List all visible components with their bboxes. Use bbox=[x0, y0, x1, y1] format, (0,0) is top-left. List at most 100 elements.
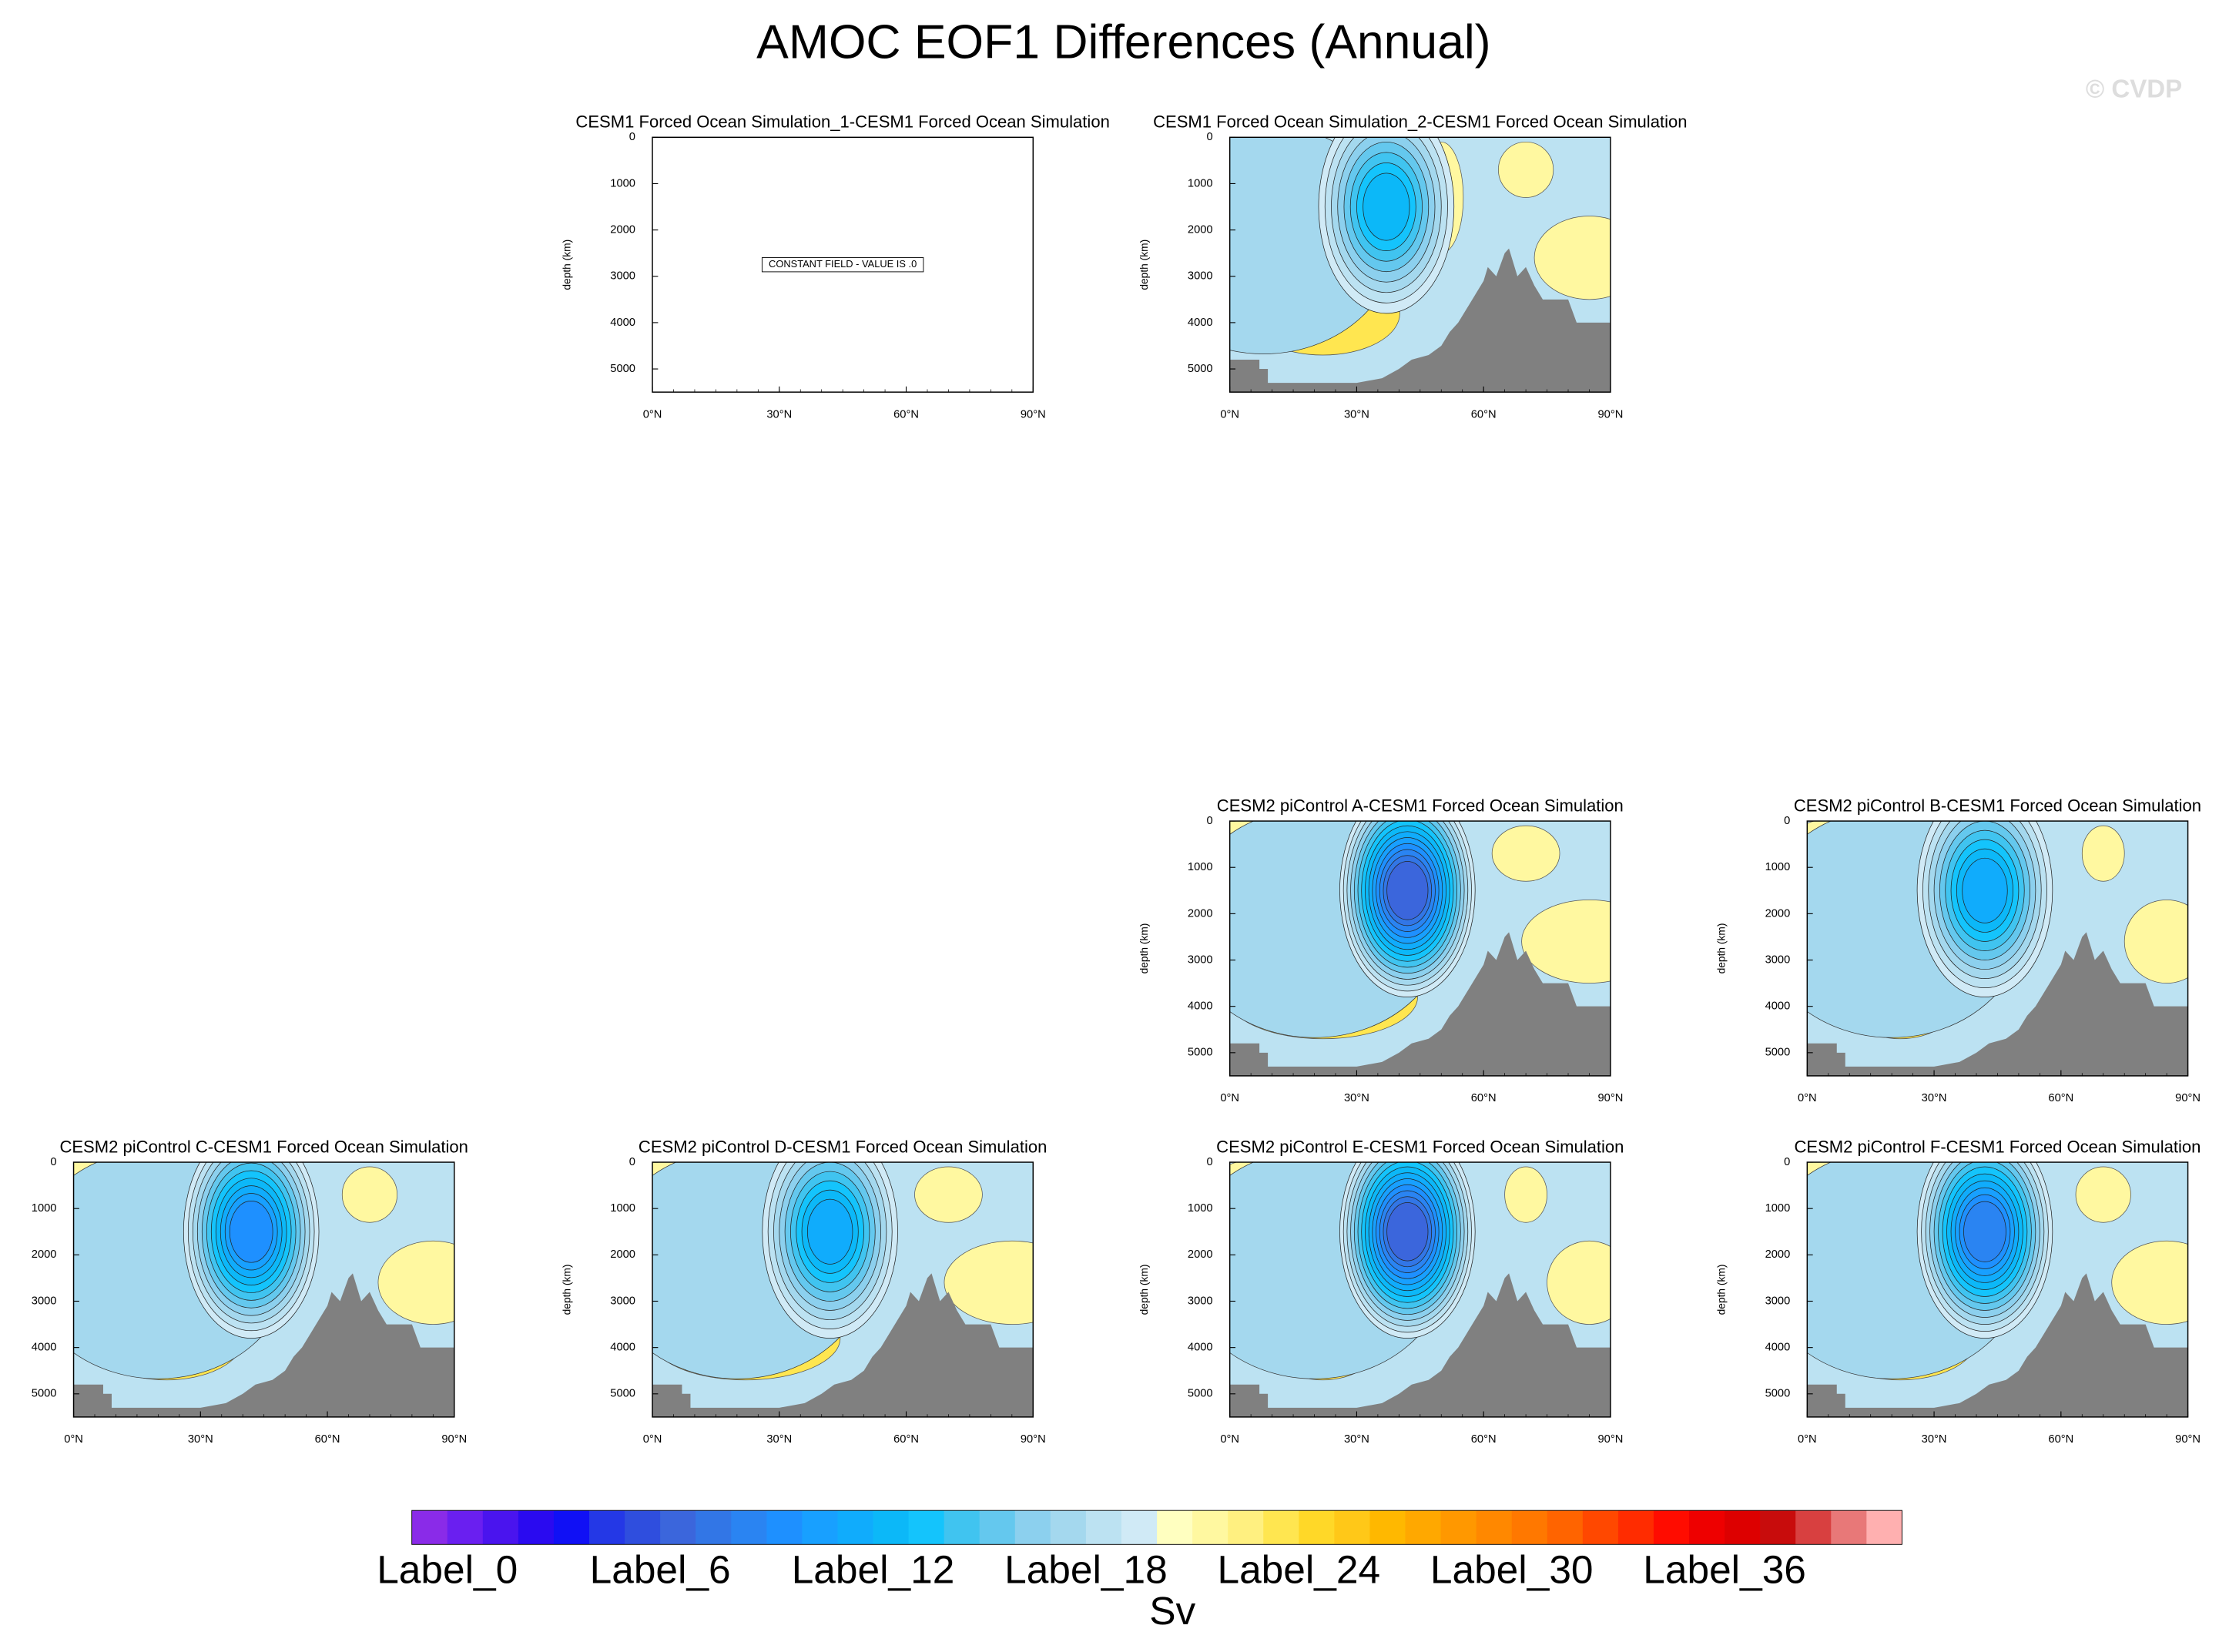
x-tick-label: 30°N bbox=[1922, 1433, 1947, 1446]
y-tick-label: 3000 bbox=[610, 270, 635, 283]
contour-field bbox=[1229, 821, 1611, 1076]
y-tick-label: 4000 bbox=[1188, 317, 1213, 329]
x-tick-label: 90°N bbox=[1598, 408, 1624, 421]
x-tick-label: 90°N bbox=[1021, 408, 1046, 421]
colorbar-box bbox=[1866, 1510, 1902, 1545]
colorbar-box bbox=[873, 1510, 910, 1545]
y-tick-label: 4000 bbox=[32, 1342, 57, 1354]
colorbar-box bbox=[1369, 1510, 1406, 1545]
y-tick-label: 3000 bbox=[610, 1295, 635, 1307]
colorbar-box bbox=[1760, 1510, 1796, 1545]
y-tick-label: 4000 bbox=[1188, 1342, 1213, 1354]
colorbar-box bbox=[731, 1510, 767, 1545]
negative-contour bbox=[1363, 173, 1410, 241]
positive-region bbox=[2075, 1166, 2131, 1223]
y-tick-label: 3000 bbox=[1188, 1295, 1213, 1307]
colorbar-box bbox=[1263, 1510, 1299, 1545]
colorbar-label: Label_30 bbox=[1430, 1547, 1594, 1592]
y-tick-label: 1000 bbox=[32, 1202, 57, 1215]
colorbar-box bbox=[1831, 1510, 1867, 1545]
y-tick-label: 5000 bbox=[610, 1388, 635, 1400]
x-tick-label: 90°N bbox=[1021, 1433, 1046, 1446]
colorbar-box bbox=[696, 1510, 732, 1545]
positive-region bbox=[2111, 1240, 2188, 1325]
colorbar-box bbox=[660, 1510, 696, 1545]
x-tick-label: 60°N bbox=[315, 1433, 340, 1446]
y-tick-label: 1000 bbox=[610, 1202, 635, 1215]
x-tick-label: 30°N bbox=[1344, 408, 1369, 421]
colorbar-box bbox=[553, 1510, 590, 1545]
colorbar-unit: Sv bbox=[1149, 1588, 1195, 1633]
y-tick-label: 2000 bbox=[32, 1248, 57, 1261]
colorbar-frame bbox=[411, 1510, 1902, 1545]
topography bbox=[652, 1273, 1034, 1417]
colorbar-box bbox=[447, 1510, 484, 1545]
x-tick-label: 30°N bbox=[766, 1433, 792, 1446]
colorbar-box bbox=[1014, 1510, 1051, 1545]
colorbar-box bbox=[1795, 1510, 1832, 1545]
x-tick-label: 60°N bbox=[1471, 1092, 1497, 1104]
x-tick-label: 0°N bbox=[643, 408, 662, 421]
y-tick-label: 0 bbox=[1206, 1156, 1212, 1168]
note: CONSTANT FIELD - VALUE IS .0 bbox=[769, 258, 917, 270]
y-tick-label: 4000 bbox=[1765, 1000, 1791, 1013]
panel-title: CESM2 piControl B-CESM1 Forced Ocean Sim… bbox=[1794, 796, 2201, 816]
y-tick-label: 0 bbox=[1206, 815, 1212, 827]
topography bbox=[1229, 1273, 1611, 1417]
panel: CESM2 piControl E-CESM1 Forced Ocean Sim… bbox=[1138, 1137, 1624, 1446]
colorbar-box bbox=[1725, 1510, 1761, 1545]
x-tick-label: 0°N bbox=[1220, 1092, 1239, 1104]
positive-region bbox=[1547, 1240, 1611, 1325]
y-axis-label: depth (km) bbox=[1716, 1265, 1728, 1315]
panel: CESM1 Forced Ocean Simulation_2-CESM1 Fo… bbox=[1138, 112, 1687, 421]
y-tick-label: 0 bbox=[1784, 815, 1790, 827]
x-tick-label: 60°N bbox=[2048, 1092, 2073, 1104]
x-tick-label: 0°N bbox=[1220, 1433, 1239, 1446]
x-tick-label: 30°N bbox=[188, 1433, 213, 1446]
y-tick-label: 5000 bbox=[1765, 1388, 1791, 1400]
y-tick-label: 3000 bbox=[1765, 953, 1791, 966]
y-tick-label: 1000 bbox=[1188, 177, 1213, 189]
y-axis-label: depth (km) bbox=[1716, 923, 1728, 974]
note-box bbox=[761, 257, 924, 273]
colorbar-box bbox=[1157, 1510, 1193, 1545]
positive-region bbox=[914, 1166, 983, 1223]
positive-region bbox=[1534, 216, 1611, 300]
panel-title: CESM1 Forced Ocean Simulation_1-CESM1 Fo… bbox=[575, 112, 1109, 132]
colorbar-box bbox=[766, 1510, 803, 1545]
colorbar-box bbox=[802, 1510, 839, 1545]
negative-contour bbox=[1386, 861, 1429, 920]
topography bbox=[1229, 932, 1611, 1076]
y-tick-label: 5000 bbox=[1188, 1047, 1213, 1059]
y-tick-label: 3000 bbox=[32, 1295, 57, 1307]
colorbar-box bbox=[1617, 1510, 1654, 1545]
x-tick-label: 90°N bbox=[1598, 1092, 1624, 1104]
panel: CESM2 piControl C-CESM1 Forced Ocean Sim… bbox=[32, 1137, 468, 1446]
colorbar-box bbox=[1653, 1510, 1690, 1545]
positive-region bbox=[377, 1240, 454, 1325]
positive-region bbox=[2123, 899, 2188, 983]
negative-contour bbox=[229, 1200, 273, 1263]
x-tick-label: 60°N bbox=[893, 408, 919, 421]
y-tick-label: 5000 bbox=[32, 1388, 57, 1400]
colorbar-box bbox=[1582, 1510, 1619, 1545]
contour-field bbox=[1229, 137, 1611, 393]
x-tick-label: 60°N bbox=[893, 1433, 919, 1446]
panel-title: CESM1 Forced Ocean Simulation_2-CESM1 Fo… bbox=[1153, 112, 1687, 132]
y-tick-label: 4000 bbox=[610, 317, 635, 329]
colorbar-box bbox=[944, 1510, 980, 1545]
contour-field bbox=[73, 1162, 454, 1417]
x-tick-label: 0°N bbox=[1220, 408, 1239, 421]
x-tick-label: 30°N bbox=[766, 408, 792, 421]
y-tick-label: 1000 bbox=[1188, 861, 1213, 873]
panel-title: CESM2 piControl D-CESM1 Forced Ocean Sim… bbox=[639, 1137, 1047, 1156]
colorbar-box bbox=[1689, 1510, 1725, 1545]
panel: CESM1 Forced Ocean Simulation_1-CESM1 Fo… bbox=[561, 112, 1109, 421]
x-tick-label: 60°N bbox=[1471, 1433, 1497, 1446]
y-axis-label: depth (km) bbox=[1138, 923, 1150, 974]
colorbar-label: Label_12 bbox=[792, 1547, 955, 1592]
colorbar-label: Label_24 bbox=[1217, 1547, 1380, 1592]
y-tick-label: 3000 bbox=[1765, 1295, 1791, 1307]
